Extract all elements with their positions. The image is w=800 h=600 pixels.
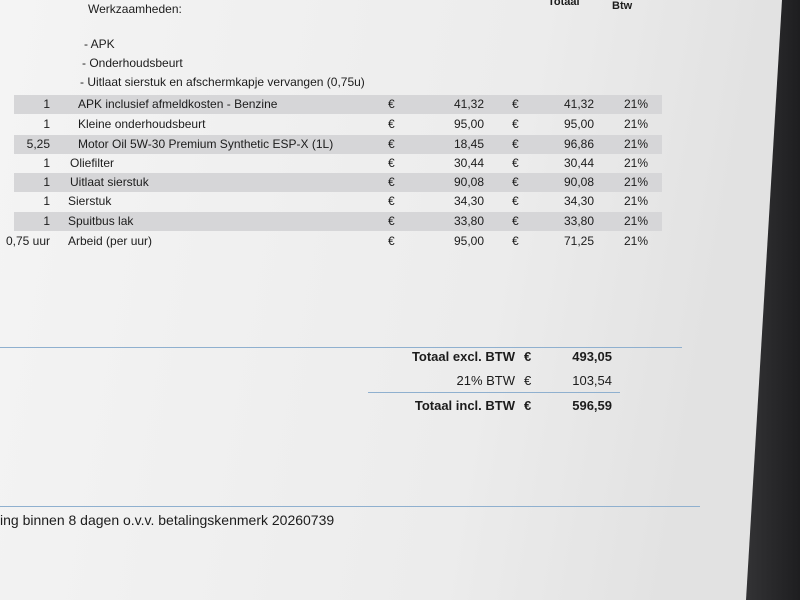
item-description: APK inclusief afmeldkosten - Benzine — [78, 97, 278, 111]
column-header: Totaal — [548, 0, 580, 8]
cell: 41,32 — [453, 97, 484, 111]
cell: € — [388, 175, 395, 189]
cell: 21% — [623, 175, 648, 189]
cell: 21% — [623, 234, 648, 248]
section-title: Werkzaamheden: — [88, 2, 182, 16]
cell: € — [512, 156, 519, 170]
cell: 0,75 uur — [5, 234, 50, 248]
item-description: Motor Oil 5W-30 Premium Synthetic ESP-X … — [78, 137, 334, 151]
cell: 33,80 — [563, 214, 594, 228]
work-item: - APK — [84, 37, 115, 51]
divider — [368, 392, 620, 393]
cell: 1 — [43, 117, 50, 131]
cell: € — [388, 156, 395, 170]
currency: € — [524, 398, 532, 413]
paper-edge — [746, 0, 800, 600]
cell: € — [388, 194, 395, 208]
cell: 1 — [43, 175, 50, 189]
row-shade — [14, 135, 662, 154]
row-shade — [14, 212, 662, 231]
divider — [0, 347, 682, 348]
item-description: Uitlaat sierstuk — [70, 175, 149, 189]
work-item: - Uitlaat sierstuk en afschermkapje verv… — [80, 75, 365, 89]
cell: 95,00 — [563, 117, 594, 131]
column-header: Btw — [612, 0, 633, 12]
currency: € — [524, 349, 532, 364]
cell: 21% — [623, 97, 648, 111]
cell: € — [512, 194, 519, 208]
row-shade — [14, 173, 662, 192]
cell: € — [512, 117, 519, 131]
cell: 33,80 — [453, 214, 484, 228]
cell: 95,00 — [453, 117, 484, 131]
cell: 1 — [43, 194, 50, 208]
payment-note: ing binnen 8 dagen o.v.v. betalingskenme… — [0, 512, 335, 528]
cell: 18,45 — [453, 137, 484, 151]
cell: 30,44 — [453, 156, 484, 170]
cell: 21% — [623, 156, 648, 170]
total-value: 493,05 — [572, 349, 612, 364]
cell: 21% — [623, 214, 648, 228]
cell: 1 — [43, 97, 50, 111]
total-value: 596,59 — [572, 398, 612, 413]
total-value: 103,54 — [572, 373, 612, 388]
item-description: Spuitbus lak — [68, 214, 134, 228]
cell: € — [388, 214, 395, 228]
cell: 30,44 — [563, 156, 594, 170]
cell: 21% — [623, 117, 648, 131]
cell: € — [512, 234, 519, 248]
item-description: Kleine onderhoudsbeurt — [78, 117, 206, 131]
cell: 90,08 — [453, 175, 484, 189]
cell: € — [512, 137, 519, 151]
item-description: Arbeid (per uur) — [68, 234, 153, 248]
item-description: Oliefilter — [70, 156, 115, 170]
cell: 21% — [623, 137, 648, 151]
cell: 95,00 — [453, 234, 484, 248]
cell: 21% — [623, 194, 648, 208]
cell: € — [388, 137, 395, 151]
work-item: - Onderhoudsbeurt — [82, 56, 183, 70]
cell: 71,25 — [563, 234, 594, 248]
cell: € — [512, 97, 519, 111]
total-label: 21% BTW — [456, 373, 515, 388]
cell: € — [388, 97, 395, 111]
cell: 34,30 — [563, 194, 594, 208]
cell: 90,08 — [563, 175, 594, 189]
cell: € — [388, 117, 395, 131]
divider — [0, 506, 700, 507]
cell: € — [512, 175, 519, 189]
cell: 1 — [43, 156, 50, 170]
cell: 41,32 — [563, 97, 594, 111]
item-description: Sierstuk — [68, 194, 112, 208]
row-shade — [14, 95, 662, 114]
total-label: Totaal incl. BTW — [414, 398, 515, 413]
cell: 96,86 — [563, 137, 594, 151]
cell: 1 — [43, 214, 50, 228]
cell: 34,30 — [453, 194, 484, 208]
cell: € — [512, 214, 519, 228]
cell: € — [388, 234, 395, 248]
currency: € — [524, 373, 532, 388]
cell: 5,25 — [26, 137, 50, 151]
total-label: Totaal excl. BTW — [411, 349, 515, 364]
